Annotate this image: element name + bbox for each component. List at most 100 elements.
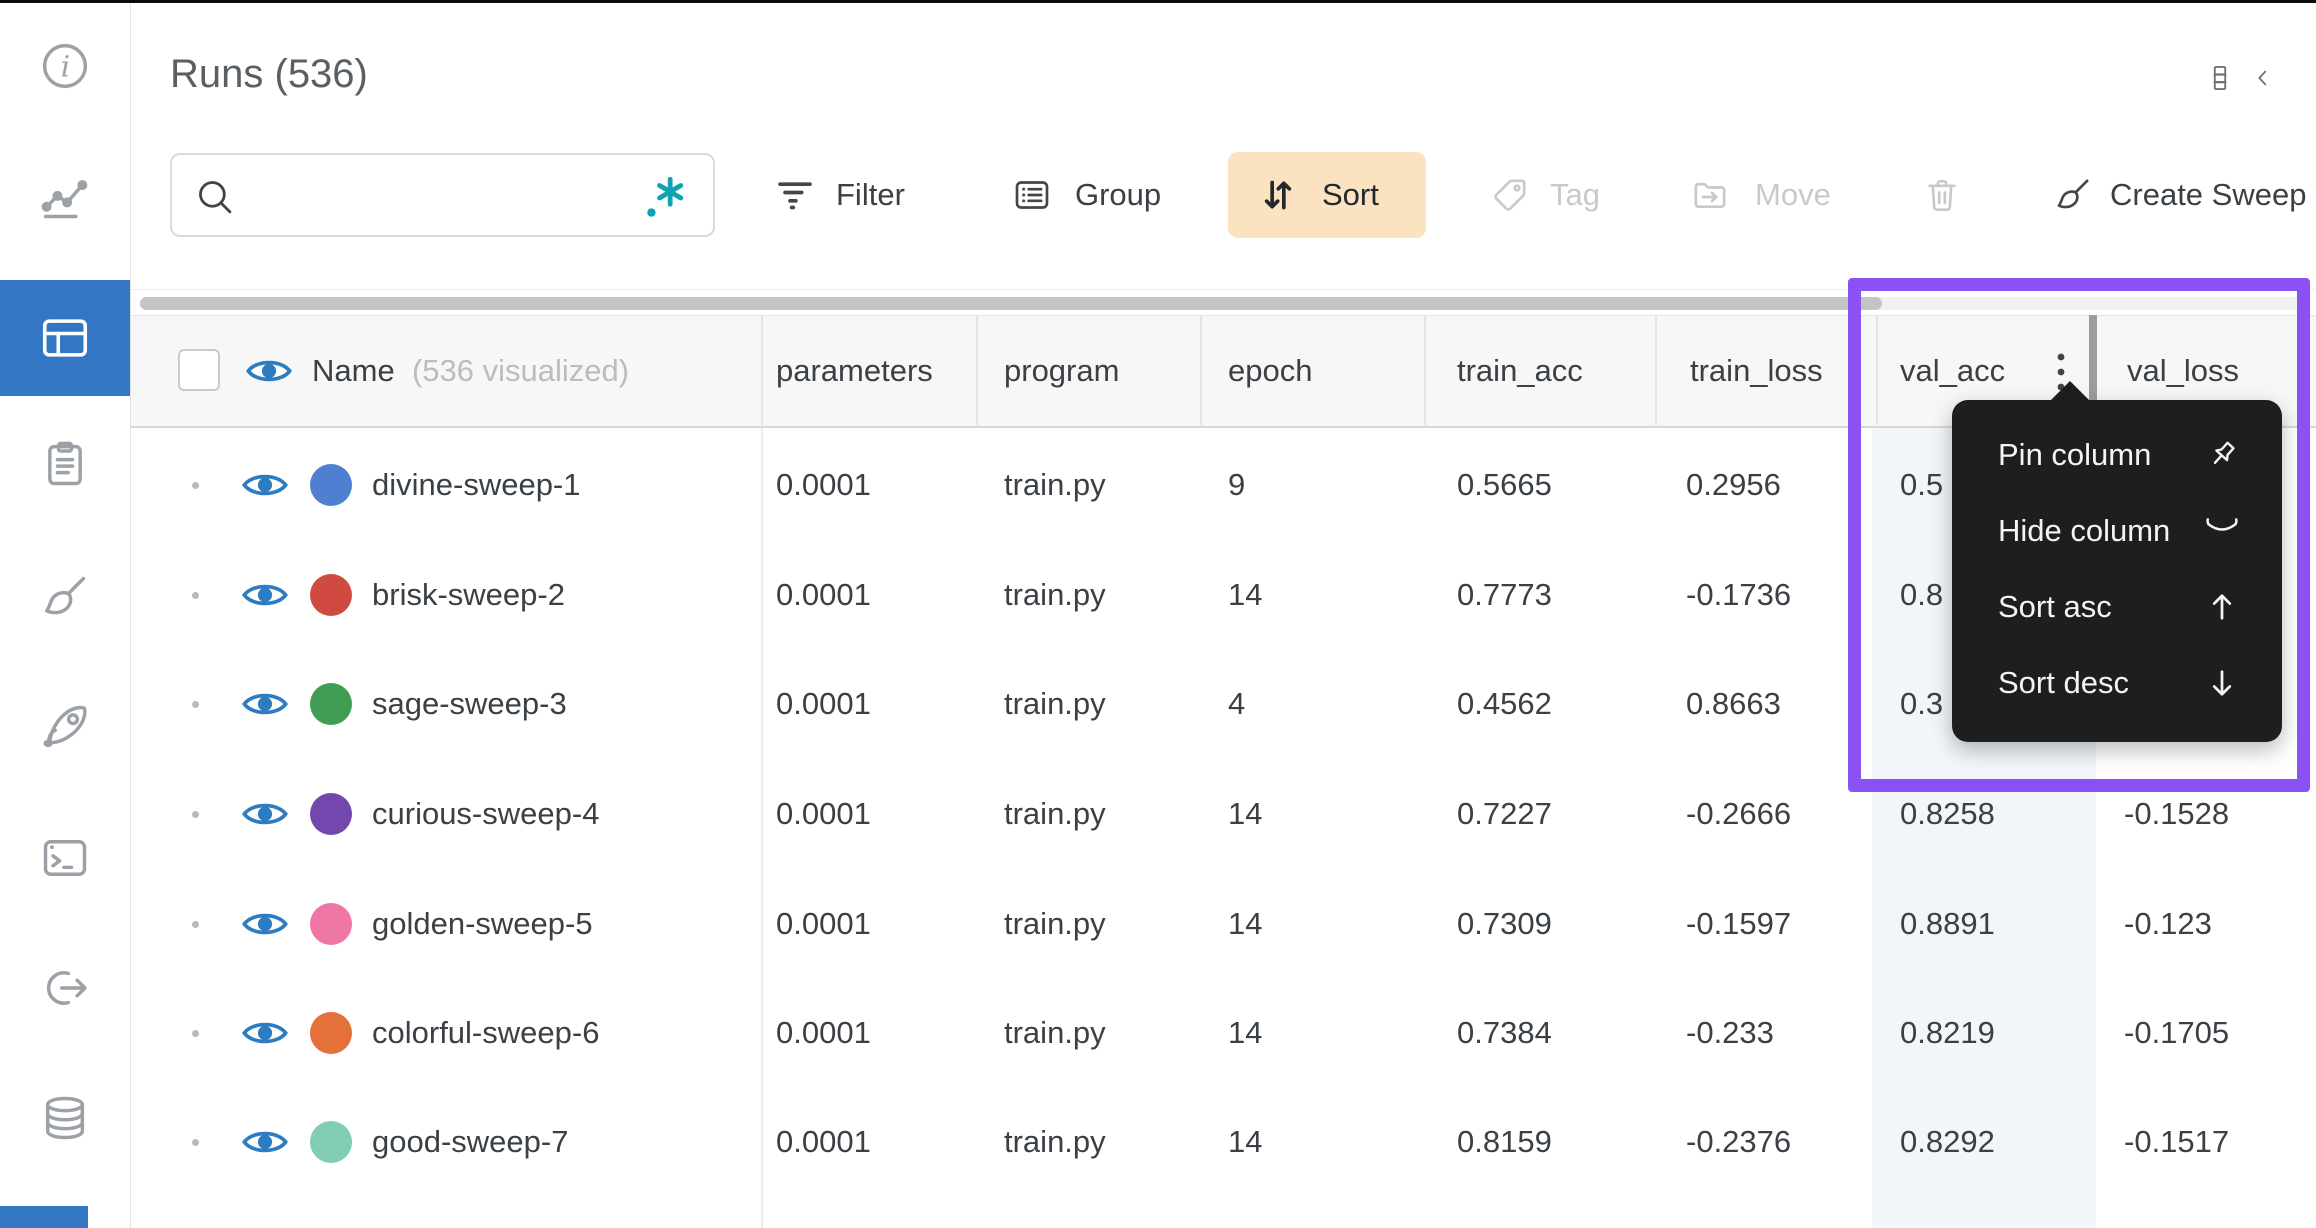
cell-train_acc: 0.8159 bbox=[1457, 1124, 1552, 1159]
broom-icon bbox=[2053, 175, 2093, 215]
select-all-checkbox[interactable] bbox=[178, 349, 220, 391]
menu-item-sort-desc[interactable]: Sort desc bbox=[1952, 645, 2282, 721]
menu-item-hide-column[interactable]: Hide column bbox=[1952, 493, 2282, 569]
name-column-label: Name bbox=[312, 353, 395, 388]
run-visibility-eye-icon[interactable] bbox=[242, 688, 288, 720]
notes-icon bbox=[39, 438, 91, 490]
table-row: sage-sweep-3 0.0001 train.py 4 0.4562 0.8663 0… bbox=[130, 649, 2316, 759]
column-divider bbox=[761, 315, 763, 425]
horizontal-scrollbar-thumb[interactable] bbox=[140, 297, 1882, 310]
cell-val_loss: -0.123 bbox=[2124, 906, 2212, 941]
cell-epoch: 9 bbox=[1228, 467, 1246, 502]
cell-val_acc: 0.5 bbox=[1900, 467, 1944, 502]
pin-icon bbox=[2204, 437, 2240, 473]
row-bullet bbox=[192, 921, 199, 928]
cell-train_acc: 0.7384 bbox=[1457, 1015, 1552, 1050]
tag-icon bbox=[1490, 175, 1530, 215]
table-row: colorful-sweep-6 0.0001 train.py 14 0.7384 -0… bbox=[130, 978, 2316, 1088]
automations-link-icon bbox=[39, 962, 91, 1014]
cell-train_loss: -0.2376 bbox=[1686, 1124, 1792, 1159]
sidebar-item-automations-link[interactable] bbox=[0, 938, 130, 1038]
cell-train_acc: 0.7227 bbox=[1457, 796, 1552, 831]
sidebar-item-launch-rocket[interactable] bbox=[0, 677, 130, 777]
run-name-link[interactable]: brisk-sweep-2 bbox=[372, 577, 565, 612]
name-column-divider bbox=[761, 427, 763, 1228]
run-name-link[interactable]: divine-sweep-1 bbox=[372, 467, 581, 502]
column-divider bbox=[1655, 315, 1657, 425]
cell-parameters: 0.0001 bbox=[776, 577, 871, 612]
column-menu-caret bbox=[2050, 381, 2090, 401]
cell-val_acc: 0.8 bbox=[1900, 577, 1944, 612]
cell-epoch: 14 bbox=[1228, 577, 1263, 612]
visibility-eye-icon[interactable] bbox=[246, 355, 292, 387]
run-color-dot bbox=[310, 793, 352, 835]
row-bullet bbox=[192, 1030, 199, 1037]
cell-program: train.py bbox=[1004, 686, 1106, 721]
cell-val_loss: -0.1528 bbox=[2124, 796, 2230, 831]
cell-parameters: 0.0001 bbox=[776, 686, 871, 721]
run-visibility-eye-icon[interactable] bbox=[242, 469, 288, 501]
cell-val_acc: 0.8219 bbox=[1900, 1015, 1995, 1050]
run-name-link[interactable]: golden-sweep-5 bbox=[372, 906, 593, 941]
sidebar-item-artifacts-database[interactable] bbox=[0, 1068, 130, 1168]
cell-program: train.py bbox=[1004, 1124, 1106, 1159]
row-bullet bbox=[192, 811, 199, 818]
regex-toggle-icon[interactable] bbox=[640, 173, 692, 223]
run-visibility-eye-icon[interactable] bbox=[242, 1126, 288, 1158]
sidebar-item-charts[interactable] bbox=[0, 147, 130, 247]
column-header-train_loss[interactable]: train_loss bbox=[1690, 353, 1823, 388]
cell-program: train.py bbox=[1004, 467, 1106, 502]
sidebar-item-info[interactable]: i bbox=[0, 16, 130, 116]
run-visibility-eye-icon[interactable] bbox=[242, 579, 288, 611]
svg-text:i: i bbox=[61, 49, 70, 83]
filter-icon bbox=[775, 175, 815, 215]
cell-train_loss: 0.2956 bbox=[1686, 467, 1781, 502]
name-column-header[interactable]: Name (536 visualized) bbox=[312, 316, 629, 426]
table-row: divine-sweep-1 0.0001 train.py 9 0.5665 0.295… bbox=[130, 430, 2316, 540]
run-visibility-eye-icon[interactable] bbox=[242, 1017, 288, 1049]
column-header-parameters[interactable]: parameters bbox=[776, 353, 933, 388]
column-divider bbox=[1424, 315, 1426, 425]
run-visibility-eye-icon[interactable] bbox=[242, 798, 288, 830]
menu-item-sort-asc[interactable]: Sort asc bbox=[1952, 569, 2282, 645]
cell-epoch: 4 bbox=[1228, 686, 1246, 721]
column-header-val_loss[interactable]: val_loss bbox=[2127, 353, 2239, 388]
cell-train_loss: 0.8663 bbox=[1686, 686, 1781, 721]
run-name-link[interactable]: curious-sweep-4 bbox=[372, 796, 600, 831]
collapse-panel-chevron-icon[interactable] bbox=[2252, 62, 2274, 94]
menu-item-pin-column[interactable]: Pin column bbox=[1952, 417, 2282, 493]
sidebar-item-runs-table[interactable] bbox=[0, 280, 130, 396]
cell-train_loss: -0.1736 bbox=[1686, 577, 1792, 612]
sidebar-item-sweeps-broom[interactable] bbox=[0, 547, 130, 647]
column-header-train_acc[interactable]: train_acc bbox=[1457, 353, 1583, 388]
column-divider bbox=[1200, 315, 1202, 425]
logs-terminal-icon bbox=[39, 832, 91, 884]
cell-parameters: 0.0001 bbox=[776, 1015, 871, 1050]
cell-epoch: 14 bbox=[1228, 1124, 1263, 1159]
charts-icon bbox=[39, 171, 91, 223]
sidebar-item-logs-terminal[interactable] bbox=[0, 808, 130, 908]
cell-program: train.py bbox=[1004, 577, 1106, 612]
column-header-val_acc[interactable]: val_acc bbox=[1900, 353, 2006, 388]
column-header-epoch[interactable]: epoch bbox=[1228, 353, 1313, 388]
run-name-link[interactable]: sage-sweep-3 bbox=[372, 686, 567, 721]
sidebar-item-notes[interactable] bbox=[0, 414, 130, 514]
column-header-program[interactable]: program bbox=[1004, 353, 1120, 388]
eye-closed-icon bbox=[2204, 513, 2240, 549]
columns-manager-icon[interactable] bbox=[2206, 54, 2234, 102]
search-input[interactable] bbox=[250, 159, 604, 233]
table-top-border bbox=[130, 289, 2316, 290]
window-top-edge bbox=[0, 0, 2316, 3]
column-resize-handle[interactable] bbox=[2089, 315, 2097, 425]
cell-program: train.py bbox=[1004, 906, 1106, 941]
run-name-link[interactable]: good-sweep-7 bbox=[372, 1124, 569, 1159]
run-color-dot bbox=[310, 574, 352, 616]
row-bullet bbox=[192, 482, 199, 489]
run-visibility-eye-icon[interactable] bbox=[242, 908, 288, 940]
cell-train_acc: 0.7773 bbox=[1457, 577, 1552, 612]
sidebar-partial-item[interactable] bbox=[0, 1206, 88, 1228]
run-name-link[interactable]: colorful-sweep-6 bbox=[372, 1015, 600, 1050]
cell-program: train.py bbox=[1004, 796, 1106, 831]
menu-item-label: Sort desc bbox=[1998, 665, 2129, 700]
cell-program: train.py bbox=[1004, 1015, 1106, 1050]
